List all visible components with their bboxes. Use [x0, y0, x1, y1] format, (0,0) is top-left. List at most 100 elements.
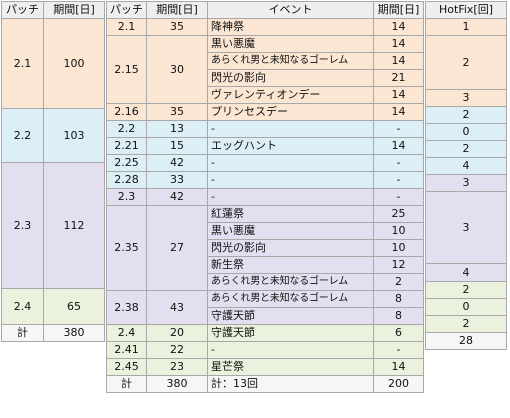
table-row: 4 [425, 157, 507, 175]
hotfix-cell: 2 [425, 106, 507, 124]
table-row: 閃光の影向 21 [107, 69, 424, 87]
sub-patch-cell: 2.15 [106, 35, 147, 104]
event-cell: 閃光の影向 [207, 239, 374, 257]
patch-header: パッチ [1, 1, 44, 19]
event-days-cell: 14 [373, 86, 424, 104]
table-row: 2.4 20 守護天節 6 [106, 324, 424, 342]
event-cell: あらくれ男と未知なるゴーレム [207, 290, 374, 308]
event-cell: - [207, 188, 374, 206]
table-row: 2.28 33 - - [106, 171, 424, 189]
sub-period-cell: 43 [146, 290, 208, 325]
period-cell: 103 [43, 108, 105, 163]
table-row: 3 [425, 174, 507, 192]
period-cell: 65 [43, 288, 105, 325]
table-row: あらくれ男と未知なるゴーレム 2 [107, 273, 424, 291]
hotfix-cell: 1 [425, 18, 507, 36]
event-days-cell: 14 [373, 103, 424, 121]
event-cell: - [207, 154, 374, 172]
event-days-cell: 8 [373, 290, 424, 308]
table-row: 守護天節 8 [107, 307, 424, 325]
hotfix-cell: 3 [425, 174, 507, 192]
event-total-label: 計：13回 [207, 375, 374, 393]
hotfix-cell: 0 [425, 123, 507, 141]
table-row: 2 [425, 106, 507, 124]
sub-patch-cell: 2.38 [106, 290, 147, 325]
event-days-cell: 10 [373, 222, 424, 240]
event-cell: ヴァレンティオンデー [207, 86, 374, 104]
hotfix-cell: 4 [425, 157, 507, 175]
totals-row: 計 380 [1, 324, 105, 342]
event-cell: - [207, 171, 374, 189]
sub-period-cell: 42 [146, 154, 208, 172]
period-header: 期間[日] [43, 1, 105, 19]
event-cell: - [207, 120, 374, 138]
hotfix-total: 28 [425, 332, 507, 350]
sub-period-cell: 30 [146, 35, 208, 104]
sub-patch-cell: 2.28 [106, 171, 147, 189]
table-row: 0 [425, 298, 507, 316]
sub-period-cell: 22 [146, 341, 208, 359]
table-row: 閃光の影向 10 [107, 239, 424, 257]
event-cell: 星芒祭 [207, 358, 374, 376]
event-cell: 閃光の影向 [207, 69, 374, 87]
table-row: 2 [425, 281, 507, 299]
table-row: 新生祭 12 [107, 256, 424, 274]
table-row: 2.25 42 - - [106, 154, 424, 172]
hotfix-cell: 3 [425, 89, 507, 107]
table-row: 2 [425, 140, 507, 158]
event-days-cell: - [373, 120, 424, 138]
event-cell: あらくれ男と未知なるゴーレム [207, 273, 374, 291]
table-row: 2 [425, 315, 507, 333]
patch-cell: 2.2 [1, 108, 44, 163]
event-days-cell: 21 [373, 69, 424, 87]
hotfix-cell: 4 [425, 263, 507, 282]
sub-patch-cell: 2.45 [106, 358, 147, 376]
sub-patch-cell: 2.4 [106, 324, 147, 342]
sub-period-cell: 23 [146, 358, 208, 376]
sub-patch-cell: 2.21 [106, 137, 147, 155]
event-cell: 紅蓮祭 [207, 205, 374, 223]
event-days-cell: 25 [373, 205, 424, 223]
hotfix-header: HotFix[回] [425, 1, 507, 19]
header-row: パッチ 期間[日] イベント 期間[日] [106, 1, 424, 19]
event-days-cell: 2 [373, 273, 424, 291]
event-days-cell: - [373, 154, 424, 172]
totals-row: 計 380 計：13回 200 [106, 375, 424, 393]
table-row: 1 [425, 18, 507, 36]
sub-patch-cell: 2.41 [106, 341, 147, 359]
event-days-cell: 14 [373, 358, 424, 376]
header-row: パッチ 期間[日] [1, 1, 105, 19]
event-cell: エッグハント [207, 137, 374, 155]
event-cell: 黒い悪魔 [207, 35, 374, 53]
event-days-cell: 12 [373, 256, 424, 274]
table-row: 2.2 13 - - [106, 120, 424, 138]
event-cell: 黒い悪魔 [207, 222, 374, 240]
patch-cell: 2.3 [1, 162, 44, 289]
sub-period-cell: 15 [146, 137, 208, 155]
event-header: イベント [207, 1, 374, 19]
sub-period-cell: 13 [146, 120, 208, 138]
sub-period-cell: 35 [146, 103, 208, 121]
event-period-header: 期間[日] [373, 1, 424, 19]
period-cell: 112 [43, 162, 105, 289]
totals-row: 28 [425, 332, 507, 350]
event-cell: プリンセスデー [207, 103, 374, 121]
table-row: 2.16 35 プリンセスデー 14 [106, 103, 424, 121]
event-days-cell: 8 [373, 307, 424, 325]
event-days-cell: - [373, 341, 424, 359]
table-row: 3 [425, 89, 507, 107]
total-label: 計 [1, 324, 44, 342]
table-row: ヴァレンティオンデー 14 [107, 86, 424, 104]
hotfix-cell: 2 [425, 281, 507, 299]
hotfix-cell: 2 [425, 35, 507, 90]
sub-period-header: 期間[日] [146, 1, 208, 19]
sub-patch-cell: 2.1 [106, 18, 147, 36]
event-days-cell: - [373, 188, 424, 206]
event-days-cell: 14 [373, 52, 424, 70]
sub-total-label: 計 [106, 375, 147, 393]
table-row: 0 [425, 123, 507, 141]
header-row: HotFix[回] [425, 1, 507, 19]
event-cell: 守護天節 [207, 324, 374, 342]
event-cell: 降神祭 [207, 18, 374, 36]
